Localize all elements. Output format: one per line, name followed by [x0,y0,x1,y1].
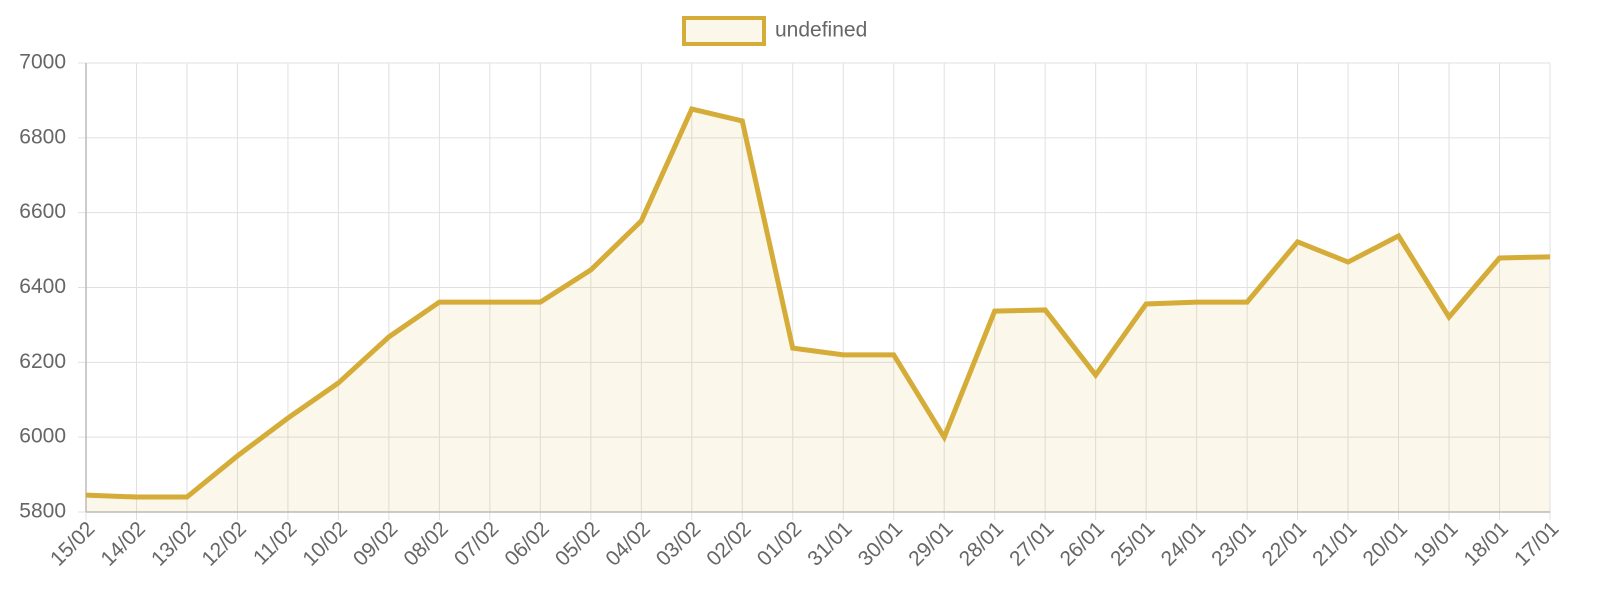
x-tick-label: 05/02 [551,517,604,570]
x-tick-label: 31/01 [803,517,856,570]
x-tick-label: 25/01 [1106,517,1159,570]
x-tick-label: 17/01 [1510,517,1563,570]
y-tick-label: 7000 [19,51,66,74]
x-tick-label: 23/01 [1207,517,1260,570]
x-tick-label: 29/01 [904,517,957,570]
x-tick-label: 27/01 [1005,517,1058,570]
x-tick-label: 22/01 [1258,517,1311,570]
x-tick-label: 30/01 [854,517,907,570]
x-tick-label: 20/01 [1359,517,1412,570]
x-tick-label: 12/02 [197,517,250,570]
x-tick-label: 01/02 [753,517,806,570]
x-tick-label: 06/02 [500,517,553,570]
x-tick-label: 24/01 [1157,517,1210,570]
area-fill [86,109,1550,513]
x-tick-label: 04/02 [601,517,654,570]
x-tick-label: 21/01 [1308,517,1361,570]
legend-label[interactable]: undefined [775,19,867,42]
y-tick-label: 6400 [19,275,66,298]
x-tick-label: 18/01 [1460,517,1513,570]
line [85,106,1551,500]
y-tick-label: 5800 [19,500,66,523]
x-tick-label: 02/02 [702,517,755,570]
x-tick-label: 10/02 [298,517,351,570]
x-tick-label: 28/01 [955,517,1008,570]
y-tick-label: 6800 [19,125,66,148]
x-tick-label: 08/02 [399,517,452,570]
y-tick-label: 6000 [19,425,66,448]
legend-swatch[interactable] [682,16,766,46]
x-tick-label: 11/02 [249,517,301,569]
x-tick-label: 15/02 [46,517,99,570]
x-tick-label: 13/02 [147,517,200,570]
x-tick-label: 07/02 [450,517,503,570]
x-tick-label: 26/01 [1056,517,1109,570]
x-tick-label: 03/02 [652,517,705,570]
y-tick-label: 6200 [19,350,66,373]
x-tick-label: 14/02 [97,517,150,570]
x-tick-label: 19/01 [1409,517,1462,570]
x-tick-label: 09/02 [349,517,402,570]
y-tick-label: 6600 [19,200,66,223]
